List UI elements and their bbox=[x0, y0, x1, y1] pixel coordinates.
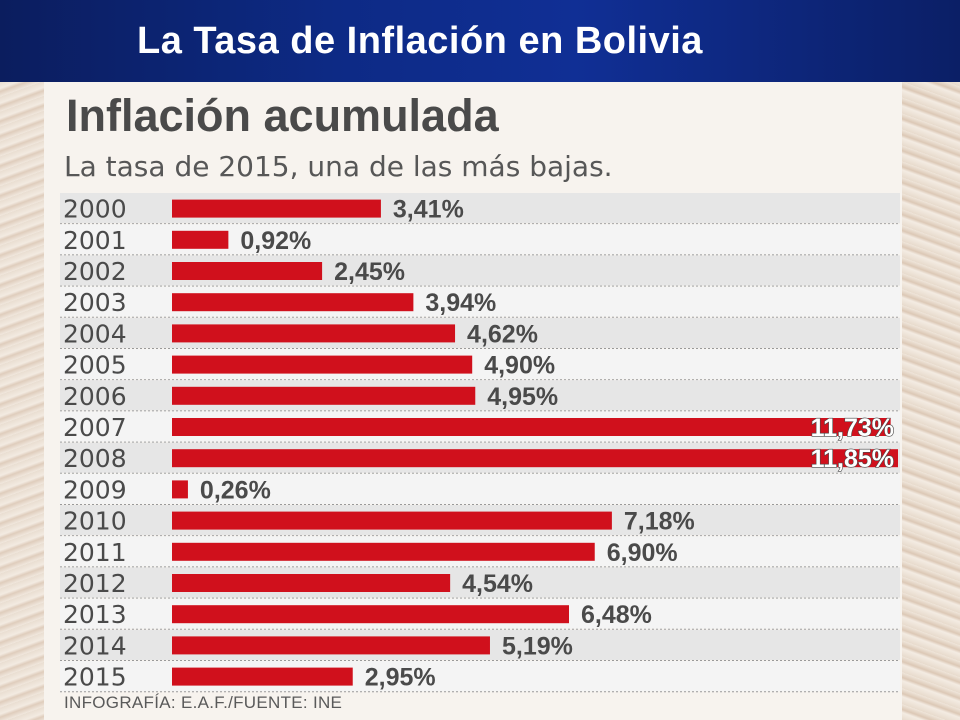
year-label: 2013 bbox=[63, 600, 127, 629]
bar bbox=[172, 480, 188, 499]
year-label: 2000 bbox=[63, 195, 127, 224]
paper-texture-right bbox=[902, 82, 960, 720]
value-label: 3,94% bbox=[425, 289, 496, 317]
value-label: 11,85% bbox=[811, 445, 894, 473]
value-label: 11,73% bbox=[811, 414, 894, 442]
year-label: 2012 bbox=[63, 569, 127, 598]
year-label: 2001 bbox=[63, 226, 127, 255]
bar bbox=[172, 386, 476, 405]
bar bbox=[172, 574, 451, 592]
year-label: 2002 bbox=[63, 257, 127, 286]
bar bbox=[172, 667, 353, 686]
bar bbox=[172, 605, 570, 624]
bar bbox=[172, 355, 473, 374]
bar bbox=[172, 542, 595, 561]
value-label: 2,45% bbox=[334, 258, 405, 286]
row-background bbox=[60, 473, 900, 504]
value-label: 5,19% bbox=[502, 632, 573, 660]
year-label: 2009 bbox=[63, 475, 127, 504]
slide-header: La Tasa de Inflación en Bolivia bbox=[0, 0, 960, 82]
year-label: 2014 bbox=[63, 631, 127, 660]
value-label: 4,54% bbox=[462, 570, 533, 598]
value-label: 6,48% bbox=[581, 601, 652, 629]
bar bbox=[172, 449, 898, 468]
year-label: 2008 bbox=[63, 444, 127, 473]
bar bbox=[172, 511, 612, 530]
value-label: 0,92% bbox=[240, 227, 311, 255]
chart-subtitle: La tasa de 2015, una de las más bajas. bbox=[64, 150, 613, 183]
value-label: 4,95% bbox=[487, 383, 558, 411]
chart-title: Inflación acumulada bbox=[66, 90, 499, 141]
value-label: 2,95% bbox=[365, 664, 436, 692]
chart-source: INFOGRAFÍA: E.A.F./FUENTE: INE bbox=[64, 693, 343, 712]
value-label: 0,26% bbox=[200, 476, 271, 504]
year-label: 2010 bbox=[63, 507, 127, 536]
value-label: 7,18% bbox=[624, 508, 695, 536]
bar bbox=[172, 324, 456, 343]
slide-title: La Tasa de Inflación en Bolivia bbox=[137, 20, 703, 62]
value-label: 4,62% bbox=[467, 320, 538, 348]
bar bbox=[172, 199, 381, 218]
bar bbox=[172, 636, 490, 655]
year-label: 2015 bbox=[63, 663, 127, 692]
value-label: 6,90% bbox=[607, 539, 678, 567]
bar bbox=[172, 293, 414, 312]
bar bbox=[172, 230, 229, 249]
year-label: 2007 bbox=[63, 413, 127, 442]
bar bbox=[172, 418, 891, 436]
year-label: 2004 bbox=[63, 319, 127, 348]
year-label: 2006 bbox=[63, 382, 127, 411]
value-label: 3,41% bbox=[393, 196, 464, 224]
year-label: 2003 bbox=[63, 288, 127, 317]
year-label: 2005 bbox=[63, 351, 127, 380]
year-label: 2011 bbox=[63, 538, 127, 567]
bar bbox=[172, 262, 323, 280]
value-label: 4,90% bbox=[484, 352, 555, 380]
paper-texture-left bbox=[0, 82, 44, 720]
